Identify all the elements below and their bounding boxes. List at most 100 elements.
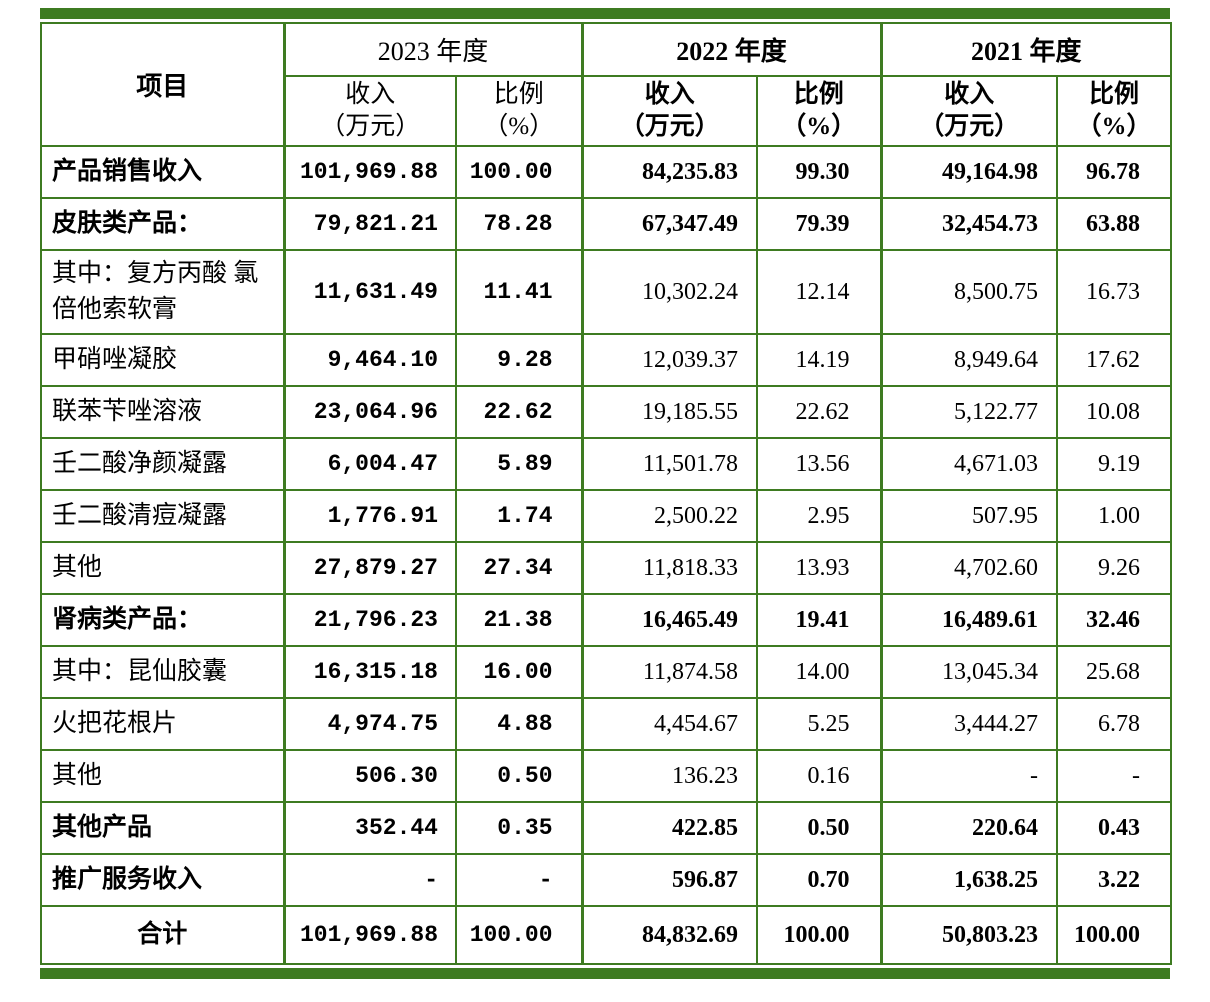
cell-2021-income: 32,454.73: [879, 197, 1059, 251]
subheader-2023-income: 收入 （万元）: [282, 75, 457, 147]
cell-2021-ratio: 63.88: [1056, 197, 1173, 251]
cell-2023-income: 21,796.23: [282, 593, 457, 647]
row-label-line1: 壬二酸清痘凝露: [52, 501, 228, 529]
cell-2022-ratio: 99.30: [756, 145, 883, 199]
table-row: 推广服务收入 - - 596.87 0.70 1,638.25 3.22: [40, 853, 1173, 907]
cell-2022-income: 11,501.78: [580, 437, 759, 491]
cell-2022-ratio: 14.00: [756, 645, 883, 699]
table-row: 肾病类产品： 21,796.23 21.38 16,465.49 19.41 1…: [40, 593, 1173, 647]
cell-2023-income: 4,974.75: [282, 697, 457, 751]
cell-2021-ratio: 32.46: [1056, 593, 1173, 647]
table-row: 其他 506.30 0.50 136.23 0.16 - -: [40, 749, 1173, 803]
cell-2023-income: 101,969.88: [282, 145, 457, 199]
cell-2023-income: 23,064.96: [282, 385, 457, 439]
cell-2021-income: 8,500.75: [879, 249, 1059, 335]
bottom-thick-rule: [40, 968, 1170, 979]
row-label: 其他: [40, 749, 285, 803]
row-label-line2: 氯倍他索软膏: [52, 259, 259, 323]
column-header-year-2023: 2023 年度: [282, 22, 584, 77]
row-label-line1: 甲硝唑凝胶: [52, 345, 178, 373]
row-label: 甲硝唑凝胶: [40, 333, 285, 387]
cell-2022-ratio: 0.50: [756, 801, 883, 855]
cell-2021-income: 3,444.27: [879, 697, 1059, 751]
cell-2022-ratio: 0.70: [756, 853, 883, 907]
cell-2021-income: 8,949.64: [879, 333, 1059, 387]
cell-2023-ratio: 27.34: [454, 541, 584, 595]
cell-2023-ratio: 9.28: [454, 333, 584, 387]
cell-2022-income: 19,185.55: [580, 385, 759, 439]
cell-2021-ratio: -: [1056, 749, 1173, 803]
cell-2021-ratio: 16.73: [1056, 249, 1173, 335]
cell-2023-ratio: 22.62: [454, 385, 584, 439]
cell-2021-ratio: 96.78: [1056, 145, 1173, 199]
cell-2022-ratio: 5.25: [756, 697, 883, 751]
row-label: 其中：昆仙胶囊: [40, 645, 285, 699]
cell-2023-income: 6,004.47: [282, 437, 457, 491]
cell-2023-ratio: 0.50: [454, 749, 584, 803]
table-row: 其中：复方丙酸 氯倍他索软膏 11,631.49 11.41 10,302.24…: [40, 249, 1173, 335]
cell-2023-income: 506.30: [282, 749, 457, 803]
cell-2021-income: 220.64: [879, 801, 1059, 855]
cell-2023-income: 101,969.88: [282, 905, 457, 965]
row-label: 壬二酸清痘凝露: [40, 489, 285, 543]
table-row: 其他 27,879.27 27.34 11,818.33 13.93 4,702…: [40, 541, 1173, 595]
cell-2022-income: 2,500.22: [580, 489, 759, 543]
row-label-line1: 肾病类产品：: [52, 605, 203, 633]
cell-2021-ratio: 17.62: [1056, 333, 1173, 387]
table-row: 其中：昆仙胶囊 16,315.18 16.00 11,874.58 14.00 …: [40, 645, 1173, 699]
row-label: 其他: [40, 541, 285, 595]
cell-2022-ratio: 22.62: [756, 385, 883, 439]
year-header-row: 项目 2023 年度 2022 年度 2021 年度: [40, 22, 1173, 147]
table-row: 产品销售收入 101,969.88 100.00 84,235.83 99.30…: [40, 145, 1173, 199]
cell-2022-ratio: 2.95: [756, 489, 883, 543]
cell-2023-ratio: 0.35: [454, 801, 584, 855]
row-label-line1: 其他: [52, 761, 103, 789]
cell-2021-income: 16,489.61: [879, 593, 1059, 647]
cell-2021-income: 507.95: [879, 489, 1059, 543]
table-row: 火把花根片 4,974.75 4.88 4,454.67 5.25 3,444.…: [40, 697, 1173, 751]
row-label-line1: 其他产品: [52, 813, 153, 841]
cell-2023-income: 352.44: [282, 801, 457, 855]
cell-2023-ratio: 16.00: [454, 645, 584, 699]
column-header-year-2021: 2021 年度: [879, 22, 1173, 77]
cell-2021-income: 4,702.60: [879, 541, 1059, 595]
subheader-2021-ratio: 比例 （%）: [1056, 75, 1173, 147]
cell-2022-income: 84,235.83: [580, 145, 759, 199]
cell-2021-ratio: 9.19: [1056, 437, 1173, 491]
row-label: 产品销售收入: [40, 145, 285, 199]
row-label: 推广服务收入: [40, 853, 285, 907]
table-row: 皮肤类产品： 79,821.21 78.28 67,347.49 79.39 3…: [40, 197, 1173, 251]
top-thick-rule: [40, 8, 1170, 19]
column-header-year-2022: 2022 年度: [580, 22, 883, 77]
table-row: 其他产品 352.44 0.35 422.85 0.50 220.64 0.43: [40, 801, 1173, 855]
subheader-2023-ratio: 比例 （%）: [454, 75, 584, 147]
row-label-line1: 其中：昆仙胶囊: [52, 657, 228, 685]
row-label: 其他产品: [40, 801, 285, 855]
cell-2023-income: -: [282, 853, 457, 907]
row-label: 联苯苄唑溶液: [40, 385, 285, 439]
table-row: 壬二酸清痘凝露 1,776.91 1.74 2,500.22 2.95 507.…: [40, 489, 1173, 543]
cell-2022-ratio: 79.39: [756, 197, 883, 251]
row-label-line1: 产品销售收入: [52, 157, 203, 185]
row-label-line1: 火把花根片: [52, 709, 178, 737]
cell-2023-ratio: 78.28: [454, 197, 584, 251]
cell-2023-income: 27,879.27: [282, 541, 457, 595]
cell-2023-income: 79,821.21: [282, 197, 457, 251]
cell-2023-ratio: 11.41: [454, 249, 584, 335]
cell-2023-ratio: 5.89: [454, 437, 584, 491]
cell-2023-income: 1,776.91: [282, 489, 457, 543]
cell-2022-income: 136.23: [580, 749, 759, 803]
row-label: 肾病类产品：: [40, 593, 285, 647]
row-label: 合计: [40, 905, 285, 965]
cell-2021-income: 49,164.98: [879, 145, 1059, 199]
row-label-line1: 壬二酸净颜凝露: [52, 449, 228, 477]
cell-2022-ratio: 19.41: [756, 593, 883, 647]
cell-2022-ratio: 12.14: [756, 249, 883, 335]
revenue-breakdown-table: 项目 2023 年度 2022 年度 2021 年度 收入 （万元） 比例 （%…: [40, 22, 1173, 965]
row-label-line1: 合计: [137, 920, 188, 948]
cell-2021-ratio: 100.00: [1056, 905, 1173, 965]
cell-2021-income: 4,671.03: [879, 437, 1059, 491]
table-row: 壬二酸净颜凝露 6,004.47 5.89 11,501.78 13.56 4,…: [40, 437, 1173, 491]
cell-2023-ratio: 100.00: [454, 905, 584, 965]
cell-2022-income: 12,039.37: [580, 333, 759, 387]
